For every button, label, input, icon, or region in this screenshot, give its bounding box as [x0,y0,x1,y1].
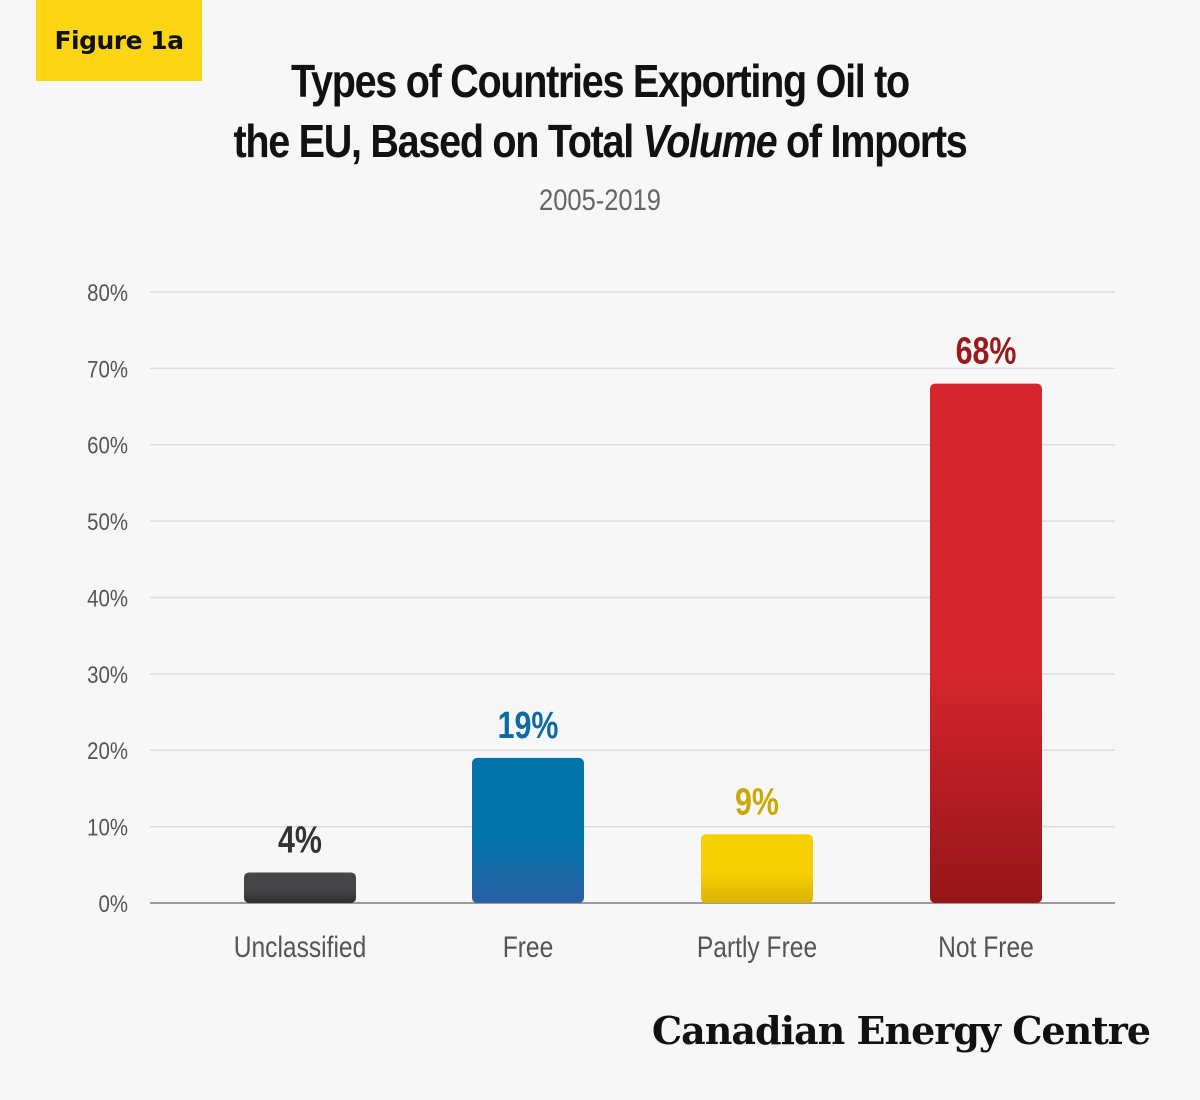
x-category-label: Not Free [938,930,1034,964]
title-part: of Imports [776,115,968,167]
y-tick-label: 70% [87,356,128,383]
x-category-label: Free [503,930,554,964]
title-emphasis: Volume [642,115,778,167]
data-label: 19% [498,705,559,747]
y-tick-label: 0% [99,890,128,917]
bar [701,834,813,903]
y-tick-label: 50% [87,509,128,536]
y-tick-label: 30% [87,661,128,688]
bar [244,872,356,903]
data-label: 4% [278,819,322,861]
y-tick-label: 40% [87,585,128,612]
chart-title-line-1: Types of Countries Exporting Oil to [291,55,910,107]
data-label: 68% [956,331,1017,373]
y-tick-label: 80% [87,279,128,306]
figure-badge: Figure 1a [36,0,202,81]
y-tick-label: 60% [87,432,128,459]
bar [930,383,1042,903]
bar [472,757,584,903]
data-label: 9% [735,781,779,823]
title-part: the EU, Based on Total [233,115,643,167]
x-category-label: Partly Free [697,930,817,964]
chart-subtitle: 2005-2019 [539,184,661,217]
y-tick-label: 10% [87,814,128,841]
chart-title-line-2: the EU, Based on Total Volume of Imports [84,114,1116,168]
brand-logo: Canadian Energy Centre [651,1008,1151,1053]
y-tick-label: 20% [87,738,128,765]
x-category-label: Unclassified [234,930,367,964]
